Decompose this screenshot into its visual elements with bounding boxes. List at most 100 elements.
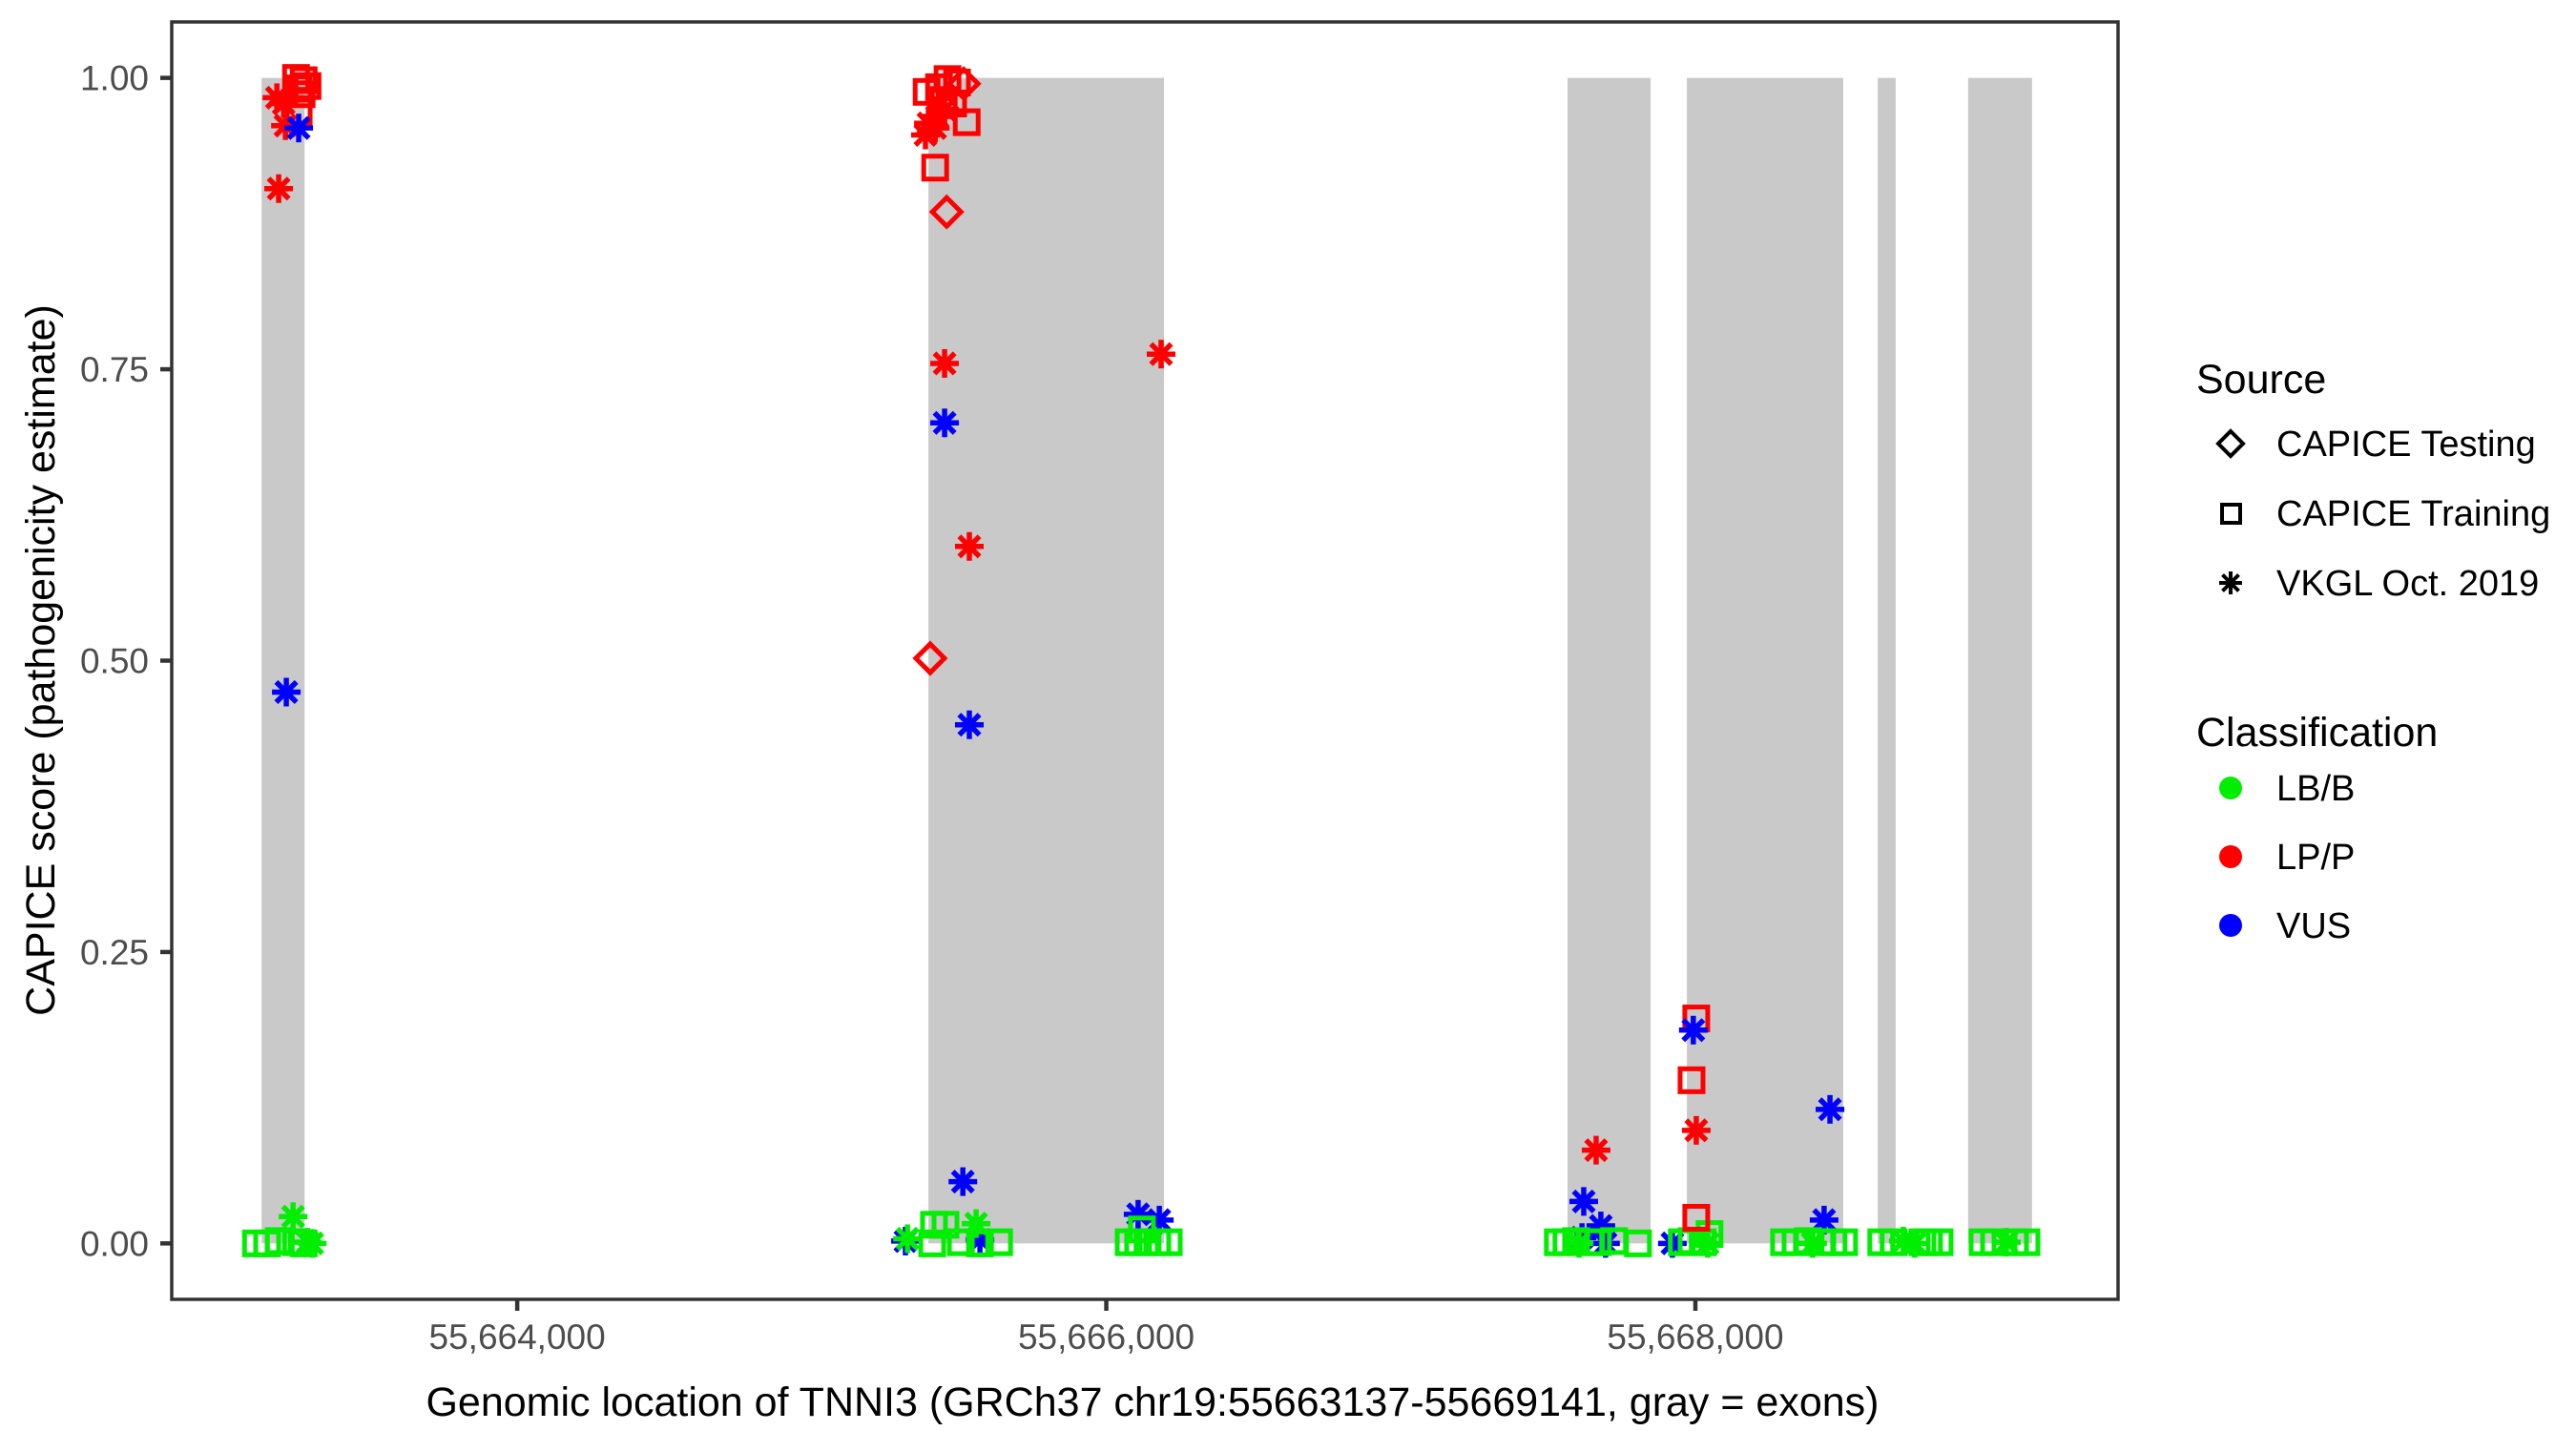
y-tick-label: 0.00 — [80, 1224, 149, 1263]
data-point-square — [946, 1228, 975, 1256]
asterisk-spoke — [913, 122, 938, 148]
data-point-diamond — [912, 640, 948, 676]
data-point-asterisk — [955, 531, 985, 561]
y-tick-label: 0.25 — [80, 933, 149, 972]
asterisk-spoke — [932, 410, 957, 435]
legend-item-capice-testing: CAPICE Testing — [2276, 425, 2536, 465]
data-point-asterisk — [911, 120, 941, 150]
asterisk-spoke — [1684, 1118, 1709, 1143]
legend-item-lpp: LP/P — [2276, 838, 2355, 878]
asterisk-spoke — [1567, 1231, 1591, 1255]
data-point-asterisk — [1678, 1015, 1708, 1045]
data-point-asterisk — [930, 348, 960, 378]
data-point-asterisk — [284, 114, 314, 143]
data-point-asterisk — [1146, 340, 1175, 369]
capice-testing-diamond-icon — [2215, 428, 2246, 459]
data-point-asterisk — [1816, 1094, 1845, 1124]
axes: 0.00 0.25 0.50 0.75 1.00 55,664,000 55,666,000… — [80, 59, 1784, 1357]
exon-band — [1687, 77, 1843, 1244]
exon-band — [1878, 77, 1896, 1244]
data-point-square — [1682, 1203, 1711, 1232]
legend-item-capice-training: CAPICE Training — [2276, 494, 2550, 534]
legend-classification-title: Classification — [2196, 710, 2438, 756]
asterisk-spoke — [957, 534, 982, 559]
legend-item-lbb: LB/B — [2276, 769, 2355, 809]
lbb-color-dot — [2219, 777, 2242, 799]
asterisk-spoke — [1902, 1231, 1927, 1255]
data-point-asterisk — [1900, 1229, 1929, 1258]
asterisk-spoke — [266, 176, 291, 201]
asterisk-spoke — [1571, 1189, 1596, 1213]
data-point-asterisk — [279, 1202, 308, 1232]
asterisk-spoke — [1593, 1231, 1618, 1255]
asterisk-spoke — [895, 1226, 920, 1252]
vkgl-asterisk-glyph — [2219, 571, 2242, 594]
data-point-asterisk — [1797, 1229, 1827, 1258]
asterisk-spoke — [1800, 1231, 1825, 1255]
asterisk-spoke — [286, 115, 311, 140]
data-point-square — [966, 1229, 994, 1257]
data-point-asterisk — [1681, 1115, 1711, 1145]
legend-classification: Classification LB/B LP/P VUS — [2196, 710, 2438, 946]
capice-training-square-icon — [2220, 503, 2242, 525]
asterisk-spoke — [271, 91, 296, 116]
y-tick-label: 0.50 — [80, 642, 149, 681]
exon-band — [928, 77, 1165, 1244]
data-point-diamond — [928, 194, 965, 230]
data-point-asterisk — [1123, 1199, 1153, 1229]
data-point-square — [952, 108, 981, 136]
asterisk-spoke — [932, 351, 957, 376]
y-tick-label: 0.75 — [80, 350, 149, 389]
data-point-square — [985, 1228, 1013, 1256]
asterisk-spoke — [280, 1204, 305, 1229]
asterisk-spoke — [950, 1170, 975, 1194]
data-point-square — [1677, 1066, 1706, 1094]
asterisk-spoke — [957, 713, 982, 737]
data-point-square — [1925, 1228, 1954, 1256]
data-point-asterisk — [1693, 1229, 1722, 1258]
data-points — [241, 64, 2041, 1258]
x-tick-label: 55,664,000 — [429, 1317, 606, 1357]
lpp-color-dot — [2219, 845, 2242, 868]
data-point-asterisk — [1568, 1187, 1598, 1216]
asterisk-spoke — [274, 679, 299, 705]
exon-bands — [261, 77, 2032, 1244]
asterisk-spoke — [1149, 342, 1174, 366]
data-point-square — [1624, 1229, 1652, 1257]
data-point-square — [1830, 1228, 1859, 1256]
y-axis-title: CAPICE score (pathogenicity estimate) — [18, 304, 64, 1016]
data-point-square — [2012, 1228, 2041, 1256]
data-point-diamond — [945, 66, 982, 102]
legend-source-title: Source — [2196, 357, 2326, 403]
asterisk-spoke — [300, 1231, 324, 1255]
data-point-asterisk — [298, 1229, 327, 1258]
vkgl-asterisk-icon — [2219, 571, 2242, 594]
asterisk-spoke — [1695, 1231, 1720, 1255]
data-point-asterisk — [955, 710, 985, 739]
x-tick-label: 55,666,000 — [1018, 1317, 1195, 1357]
asterisk-spoke — [1818, 1097, 1842, 1122]
data-point-asterisk — [948, 1167, 978, 1196]
data-point-asterisk — [1581, 1135, 1610, 1165]
exon-band — [1568, 77, 1652, 1244]
data-point-square — [1128, 1215, 1156, 1244]
vus-color-dot — [2219, 914, 2242, 937]
data-point-asterisk — [272, 677, 301, 707]
asterisk-spoke — [1812, 1208, 1837, 1233]
asterisk-spoke — [2221, 573, 2240, 592]
y-tick-label: 1.00 — [80, 59, 149, 98]
exon-band — [261, 77, 305, 1244]
data-point-asterisk — [1565, 1229, 1594, 1258]
data-point-square — [289, 66, 318, 94]
data-point-asterisk — [264, 174, 294, 203]
data-point-asterisk — [269, 89, 299, 118]
data-point-asterisk — [893, 1224, 923, 1254]
data-point-square — [918, 1229, 946, 1257]
x-tick-label: 55,668,000 — [1607, 1317, 1783, 1357]
legend-source: Source CAPICE Testing CAPICE Training VK… — [2196, 357, 2550, 604]
data-point-square — [1154, 1228, 1183, 1256]
data-point-asterisk — [930, 408, 960, 438]
data-point-square — [921, 154, 949, 182]
